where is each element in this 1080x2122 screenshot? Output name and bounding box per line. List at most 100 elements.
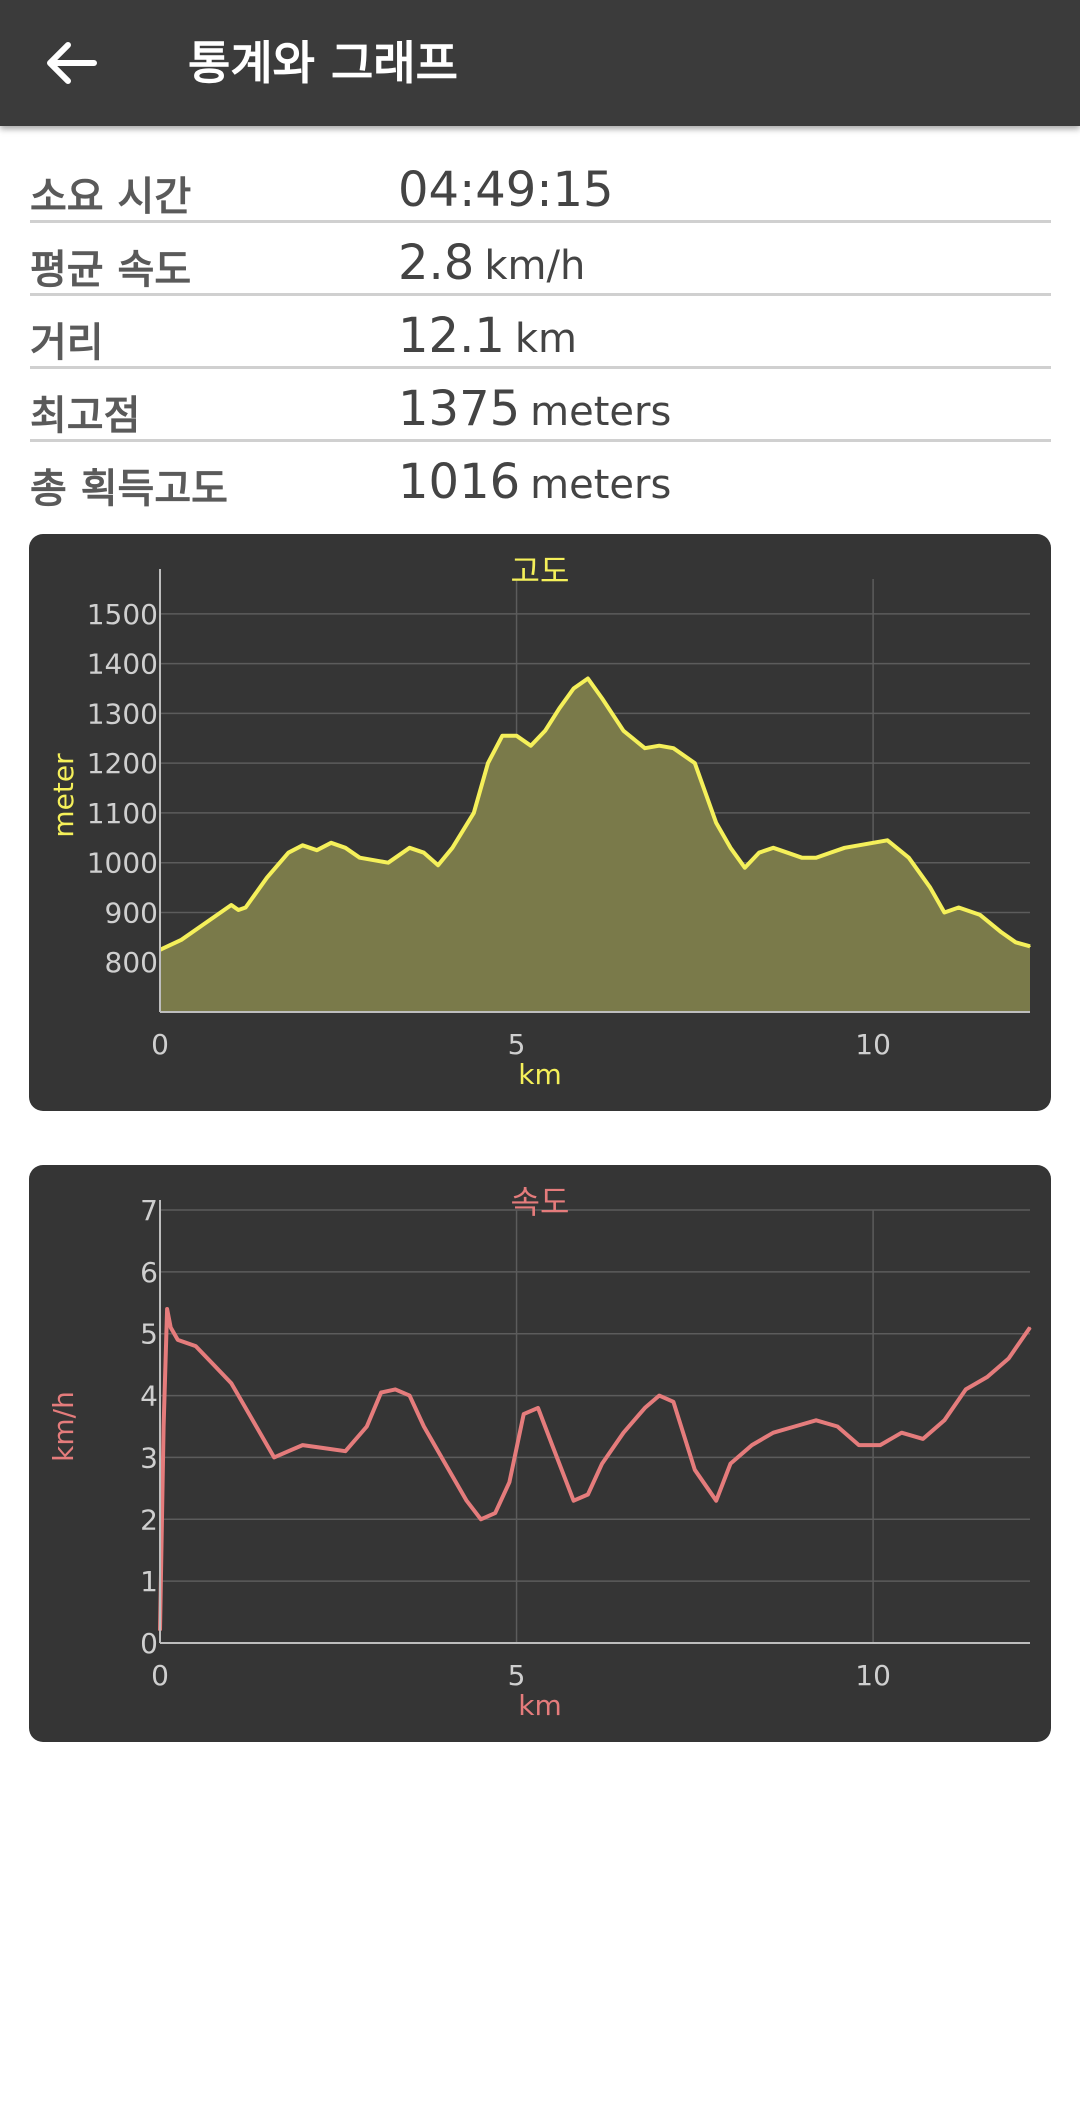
data-point bbox=[601, 1462, 603, 1465]
data-point bbox=[408, 1394, 411, 1397]
y-axis-label: km/h bbox=[47, 1391, 80, 1462]
series-line bbox=[158, 1307, 1032, 1631]
data-point bbox=[544, 730, 546, 732]
data-point bbox=[202, 924, 204, 926]
data-point bbox=[786, 851, 789, 854]
y-tick-label: 1 bbox=[140, 1565, 158, 1598]
y-tick-label: 2 bbox=[140, 1503, 158, 1536]
stat-number: 04:49:15 bbox=[398, 162, 614, 218]
data-point bbox=[344, 847, 347, 849]
stat-value: 04:49:15 bbox=[398, 162, 614, 218]
data-point bbox=[423, 851, 425, 854]
y-tick-label: 1100 bbox=[87, 797, 158, 830]
data-point bbox=[366, 1425, 368, 1428]
y-tick-label: 1400 bbox=[87, 648, 158, 681]
data-point bbox=[715, 1499, 717, 1502]
stat-value: 1375 meters bbox=[398, 381, 671, 437]
stat-unit: meters bbox=[530, 389, 672, 435]
data-point bbox=[858, 844, 860, 847]
data-point bbox=[922, 1438, 924, 1440]
data-point bbox=[244, 906, 247, 909]
data-point bbox=[473, 812, 475, 814]
y-tick-label: 4 bbox=[140, 1380, 158, 1413]
data-point bbox=[423, 1425, 425, 1428]
stat-row-elevation-gain: 총 획득고도 1016 meters bbox=[30, 442, 1051, 512]
data-point bbox=[943, 911, 946, 914]
y-axis-label: meter bbox=[47, 753, 80, 838]
data-point bbox=[729, 847, 732, 849]
data-point bbox=[672, 1401, 675, 1403]
stat-unit: km bbox=[514, 316, 578, 362]
x-tick-label: 5 bbox=[508, 1028, 526, 1061]
data-point bbox=[886, 839, 889, 842]
data-point bbox=[694, 1469, 696, 1471]
data-point bbox=[815, 1419, 817, 1422]
data-point bbox=[672, 747, 675, 749]
stat-row-distance: 거리 12.1 km bbox=[30, 296, 1051, 369]
app-bar: 통계와 그래프 bbox=[0, 0, 1080, 126]
data-point bbox=[979, 914, 981, 916]
data-point bbox=[929, 886, 931, 889]
data-point bbox=[301, 1444, 304, 1446]
data-point bbox=[572, 1499, 575, 1502]
back-button[interactable] bbox=[36, 30, 112, 96]
data-point bbox=[330, 842, 332, 844]
y-tick-label: 1300 bbox=[87, 697, 158, 730]
y-tick-label: 5 bbox=[140, 1318, 158, 1351]
data-point bbox=[323, 1447, 325, 1449]
stat-row-duration: 소요 시간 04:49:15 bbox=[30, 150, 1051, 223]
data-point bbox=[537, 1407, 539, 1409]
y-tick-label: 900 bbox=[105, 896, 158, 929]
altitude-chart: 800 900 1000 1100 1200 1300 1400 1500 0 5 10 고도 km me… bbox=[47, 552, 1031, 1091]
y-tick-label: 800 bbox=[105, 946, 158, 979]
data-point bbox=[758, 851, 760, 854]
data-point bbox=[772, 847, 775, 849]
data-point bbox=[957, 906, 960, 909]
data-point bbox=[729, 1462, 732, 1465]
data-point bbox=[230, 1382, 233, 1384]
stat-number: 12.1 bbox=[398, 308, 505, 364]
data-point bbox=[879, 1444, 881, 1446]
data-point bbox=[408, 847, 411, 849]
stat-number: 1016 bbox=[398, 454, 521, 510]
y-tick-label: 7 bbox=[140, 1194, 158, 1227]
data-point bbox=[273, 1456, 275, 1459]
data-point bbox=[843, 847, 846, 849]
data-point bbox=[1000, 931, 1003, 934]
data-point bbox=[487, 762, 489, 764]
data-point bbox=[751, 1444, 753, 1446]
y-tick-label: 1200 bbox=[87, 747, 158, 780]
stat-unit: meters bbox=[530, 462, 672, 508]
data-point bbox=[872, 842, 874, 844]
data-point bbox=[501, 735, 504, 737]
data-point bbox=[1014, 941, 1017, 944]
data-point bbox=[465, 1499, 468, 1502]
data-point bbox=[394, 1388, 397, 1391]
stat-row-avg-speed: 평균 속도 2.8 km/h bbox=[30, 223, 1051, 296]
x-axis-label: km bbox=[518, 1689, 562, 1722]
speed-chart-card: 0 1 2 3 4 5 6 7 0 5 10 속도 km km/h bbox=[29, 1165, 1051, 1742]
data-point bbox=[694, 762, 696, 764]
data-point bbox=[644, 747, 646, 749]
data-point bbox=[858, 1444, 860, 1446]
data-point bbox=[266, 876, 268, 879]
stat-label: 소요 시간 bbox=[30, 174, 192, 220]
chart-title: 속도 bbox=[511, 1183, 570, 1221]
data-point bbox=[622, 1431, 625, 1434]
data-point bbox=[558, 707, 561, 710]
data-point bbox=[551, 1444, 553, 1446]
data-point bbox=[715, 822, 717, 824]
data-point bbox=[508, 1481, 511, 1483]
data-point bbox=[194, 1345, 197, 1347]
data-point bbox=[316, 849, 318, 851]
stat-number: 1375 bbox=[398, 381, 521, 437]
data-point bbox=[900, 1431, 903, 1434]
data-point bbox=[1007, 1357, 1010, 1360]
data-point bbox=[943, 1419, 946, 1422]
data-point bbox=[444, 1462, 447, 1465]
x-tick-label: 0 bbox=[151, 1028, 169, 1061]
data-point bbox=[480, 1518, 482, 1521]
data-point bbox=[815, 856, 817, 859]
data-point bbox=[180, 939, 183, 941]
stat-value: 1016 meters bbox=[398, 454, 671, 510]
